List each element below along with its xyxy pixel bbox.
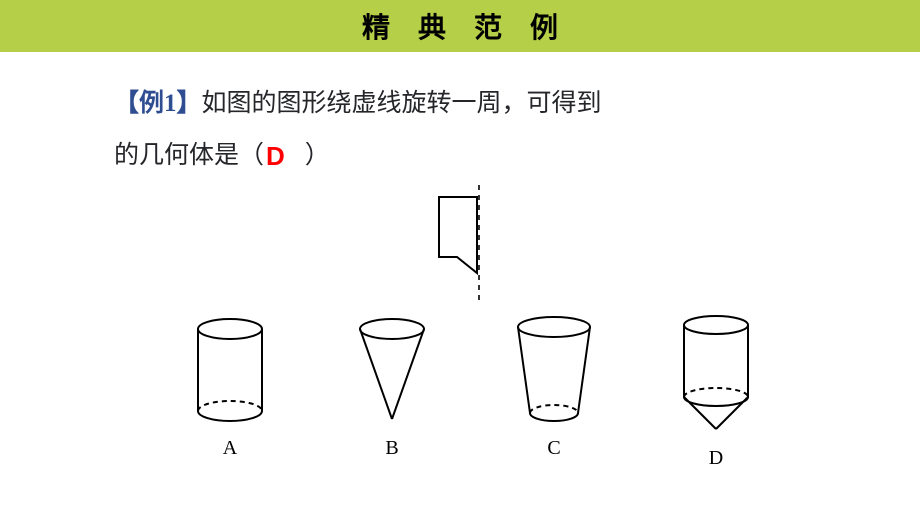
option-d-label: D bbox=[709, 447, 723, 470]
option-a: A bbox=[170, 311, 290, 470]
option-c: C bbox=[494, 311, 614, 470]
example-label: 【例1】 bbox=[114, 90, 202, 117]
header-title: 精典范例 bbox=[334, 6, 586, 46]
answer-letter: D bbox=[264, 131, 287, 182]
option-a-label: A bbox=[223, 437, 237, 460]
content-area: 【例1】如图的图形绕虚线旋转一周，可得到 的几何体是（D） A bbox=[0, 52, 920, 470]
cone-down-icon bbox=[342, 311, 442, 431]
option-c-label: C bbox=[547, 437, 560, 460]
question-line2a: 的几何体是（ bbox=[114, 142, 264, 169]
option-d: D bbox=[656, 311, 776, 470]
figure-area: A B C bbox=[114, 185, 832, 470]
options-row: A B C bbox=[170, 311, 776, 470]
question-line1: 如图的图形绕虚线旋转一周，可得到 bbox=[202, 90, 602, 117]
question-line2b: ） bbox=[305, 142, 330, 169]
cylinder-icon bbox=[180, 311, 280, 431]
option-b-label: B bbox=[385, 437, 398, 460]
option-b: B bbox=[332, 311, 452, 470]
question-text: 【例1】如图的图形绕虚线旋转一周，可得到 的几何体是（D ） bbox=[114, 80, 832, 181]
top-shape-diagram bbox=[413, 185, 533, 303]
header-banner: 精典范例 bbox=[0, 0, 920, 52]
cylinder-cone-icon bbox=[666, 311, 766, 441]
frustum-icon bbox=[504, 311, 604, 431]
